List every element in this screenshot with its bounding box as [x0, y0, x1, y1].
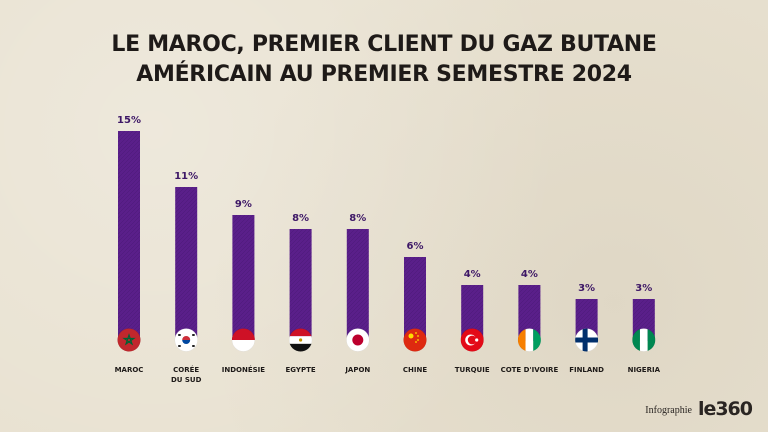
turkey-flag-icon [460, 328, 484, 352]
category-label: EGYPTE [286, 366, 316, 374]
data-label: 4% [521, 269, 538, 280]
bar-texture [518, 285, 541, 341]
category-label: FINLAND [569, 366, 604, 374]
bar-group: 4% TURQUIE [455, 269, 490, 374]
category-label: TURQUIE [455, 366, 490, 374]
bar-group: 3% FINLAND [569, 283, 604, 374]
bar-group: 8% EGYPTE [286, 213, 316, 374]
category-label: CHINE [403, 366, 427, 374]
data-label: 11% [174, 171, 198, 182]
bar-texture [404, 257, 426, 341]
bar-texture [232, 215, 255, 341]
category-label: JAPON [344, 366, 370, 374]
category-label: MAROC [115, 366, 144, 374]
category-label: INDONÉSIE [222, 365, 266, 374]
data-label: 15% [117, 115, 141, 126]
chart-title-line-1: LE MAROC, PREMIER CLIENT DU GAZ BUTANE [111, 32, 657, 57]
south-korea-flag-icon [174, 328, 198, 352]
bar-texture [118, 131, 140, 341]
category-label: DU SUD [171, 376, 202, 384]
bar-group: 3% NIGERIA [628, 283, 661, 374]
data-label: 3% [635, 283, 652, 294]
nigeria-flag-icon [632, 328, 656, 352]
bar-group: 4% COTE D'IVOIRE [501, 269, 559, 374]
bar-group: 9% INDONÉSIE [222, 199, 266, 374]
footer: Infographie le360 [645, 398, 753, 420]
data-label: 6% [407, 241, 424, 252]
china-flag-icon [403, 328, 427, 352]
data-label: 8% [349, 213, 366, 224]
data-label: 9% [235, 199, 252, 210]
morocco-flag-icon [117, 328, 141, 352]
indonesia-flag-icon [231, 328, 255, 352]
egypt-flag-icon [289, 328, 313, 352]
credit-text: Infographie [645, 405, 692, 416]
data-label: 4% [464, 269, 481, 280]
data-label: 8% [292, 213, 309, 224]
data-label: 3% [578, 283, 595, 294]
bar-texture [346, 229, 369, 341]
bar-group: 8% JAPON [344, 213, 370, 374]
bar-texture [175, 187, 198, 341]
japan-flag-icon [346, 328, 370, 352]
chart-title: LE MAROC, PREMIER CLIENT DU GAZ BUTANE A… [0, 30, 768, 90]
category-label: COTE D'IVOIRE [501, 366, 559, 374]
category-label: NIGERIA [628, 366, 661, 374]
bars-group: 15% MAROC 11% CORÉE DU SUD 9% INDONÉSIE 8% EGYPT… [115, 115, 661, 384]
bar-group: 6% CHINE [403, 241, 427, 374]
brand-logo: le360 [697, 398, 753, 420]
bar-texture [461, 285, 484, 341]
chart-title-line-2: AMÉRICAIN AU PREMIER SEMESTRE 2024 [136, 62, 632, 87]
finland-flag-icon [575, 328, 599, 352]
category-label: CORÉE [173, 365, 199, 374]
bar-group: 11% CORÉE DU SUD [171, 171, 202, 384]
bar-texture [289, 229, 312, 341]
bar-group: 15% MAROC [115, 115, 144, 374]
ivory-coast-flag-icon [517, 328, 541, 352]
